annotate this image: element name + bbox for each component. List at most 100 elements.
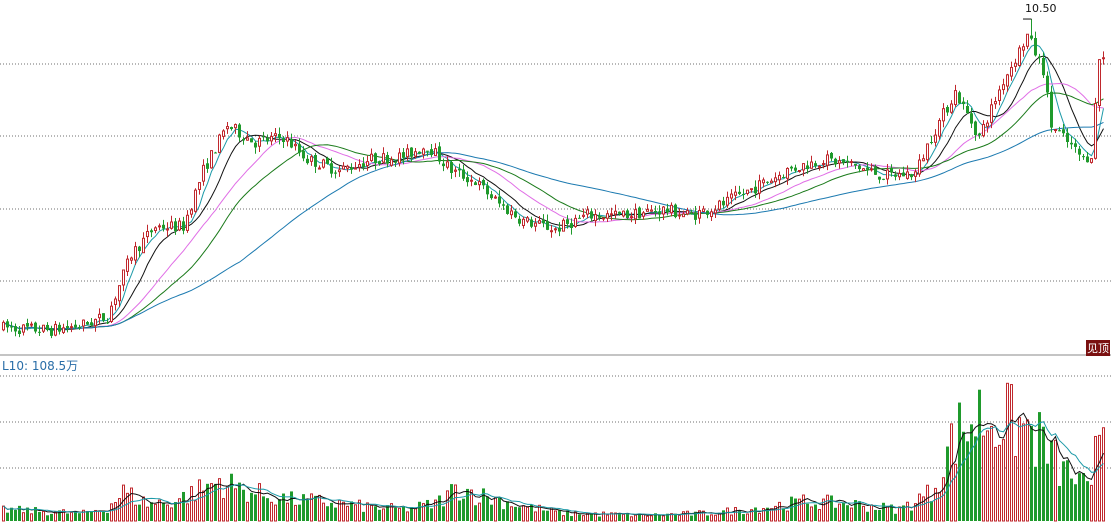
candle-body <box>882 178 885 180</box>
volume-bar <box>786 510 789 522</box>
candle-body <box>18 330 21 335</box>
candle-body <box>1002 84 1005 91</box>
candle-body <box>38 331 41 333</box>
candle-body <box>566 219 569 224</box>
volume-bar <box>286 502 289 522</box>
candle-body <box>146 230 149 238</box>
volume-bar <box>414 508 417 522</box>
candle-body <box>902 172 905 177</box>
candle-body <box>50 328 53 336</box>
candle-body <box>58 324 61 332</box>
candle-body <box>730 193 733 199</box>
candle-body <box>914 171 917 177</box>
candle-body <box>570 223 573 228</box>
candle-body <box>1090 158 1093 163</box>
signal-tag[interactable]: 见顶 <box>1086 340 1110 356</box>
volume-bar <box>1070 478 1073 521</box>
candle-body <box>762 179 765 184</box>
price-moving-averages <box>3 44 1104 332</box>
volume-bar <box>558 510 561 521</box>
volume-bar <box>1038 412 1041 521</box>
volume-bar <box>186 503 189 522</box>
volume-bar <box>1026 419 1029 522</box>
candle-body <box>750 188 753 191</box>
volume-bar <box>242 489 245 521</box>
volume-bar <box>682 511 685 522</box>
volume-bar <box>758 512 761 522</box>
volume-bar <box>1002 439 1005 522</box>
volume-bar <box>110 503 113 522</box>
candle-body <box>342 165 345 170</box>
candle-body <box>562 219 565 232</box>
volume-bar <box>214 483 217 521</box>
volume-bar <box>258 483 261 522</box>
candle-body <box>546 221 549 230</box>
candle-body <box>154 227 157 232</box>
volume-bar <box>902 505 905 521</box>
volume-bar <box>870 504 873 522</box>
volume-bar <box>602 511 605 522</box>
candle-body <box>330 163 333 174</box>
candle-body <box>1010 66 1013 77</box>
candle-body <box>742 193 745 195</box>
volume-bar <box>854 500 857 521</box>
volume-bar <box>650 515 653 522</box>
candle-body <box>274 133 277 136</box>
candle-body <box>958 92 961 104</box>
candle-body <box>842 159 845 163</box>
volume-bar <box>774 505 777 522</box>
volume-bar <box>82 509 85 522</box>
candle-body <box>474 182 477 186</box>
candle-body <box>398 152 401 164</box>
candle-body <box>414 151 417 157</box>
candle-body <box>470 179 473 182</box>
candle-body <box>798 170 801 173</box>
candle-body <box>654 210 657 213</box>
candle-body <box>134 246 137 261</box>
candle-body <box>242 138 245 141</box>
candle-body <box>650 209 653 212</box>
candle-body <box>258 137 261 147</box>
price-grid <box>0 63 1111 282</box>
volume-bar <box>226 485 229 522</box>
candle-body <box>1066 132 1069 143</box>
candle-body <box>190 209 193 215</box>
volume-bar <box>942 477 945 522</box>
candle-body <box>670 204 673 214</box>
candle-body <box>1054 129 1057 132</box>
candle-body <box>586 209 589 215</box>
candle-body <box>246 137 249 141</box>
volume-bar <box>174 502 177 521</box>
volume-bar <box>1058 485 1061 521</box>
volume-bar <box>814 504 817 521</box>
volume-bar <box>78 513 81 521</box>
volume-bar <box>614 512 617 522</box>
volume-bar <box>654 513 657 521</box>
volume-bar <box>182 491 185 521</box>
candle-body <box>530 219 533 227</box>
volume-bar <box>1082 473 1085 521</box>
candle-body <box>930 142 933 144</box>
volume-bar <box>734 507 737 522</box>
volume-bar <box>426 499 429 521</box>
volume-bar <box>798 498 801 522</box>
candle-body <box>322 159 325 168</box>
volume-bar <box>530 504 533 521</box>
candle-body <box>46 324 49 331</box>
candle-body <box>806 165 809 170</box>
candle-body <box>666 208 669 213</box>
volume-moving-averages <box>3 412 1104 516</box>
volume-bar <box>234 488 237 522</box>
volume-bar <box>1090 484 1093 522</box>
volume-bar <box>290 491 293 521</box>
volume-bar <box>382 508 385 522</box>
volume-bar <box>1098 434 1101 522</box>
candle-body <box>598 216 601 218</box>
candle-body <box>522 218 525 227</box>
candle-body <box>142 237 145 254</box>
candle-body <box>478 181 481 186</box>
candle-body <box>718 200 721 210</box>
volume-bar <box>546 510 549 521</box>
volume-bar <box>498 497 501 521</box>
volume-bar <box>302 494 305 521</box>
